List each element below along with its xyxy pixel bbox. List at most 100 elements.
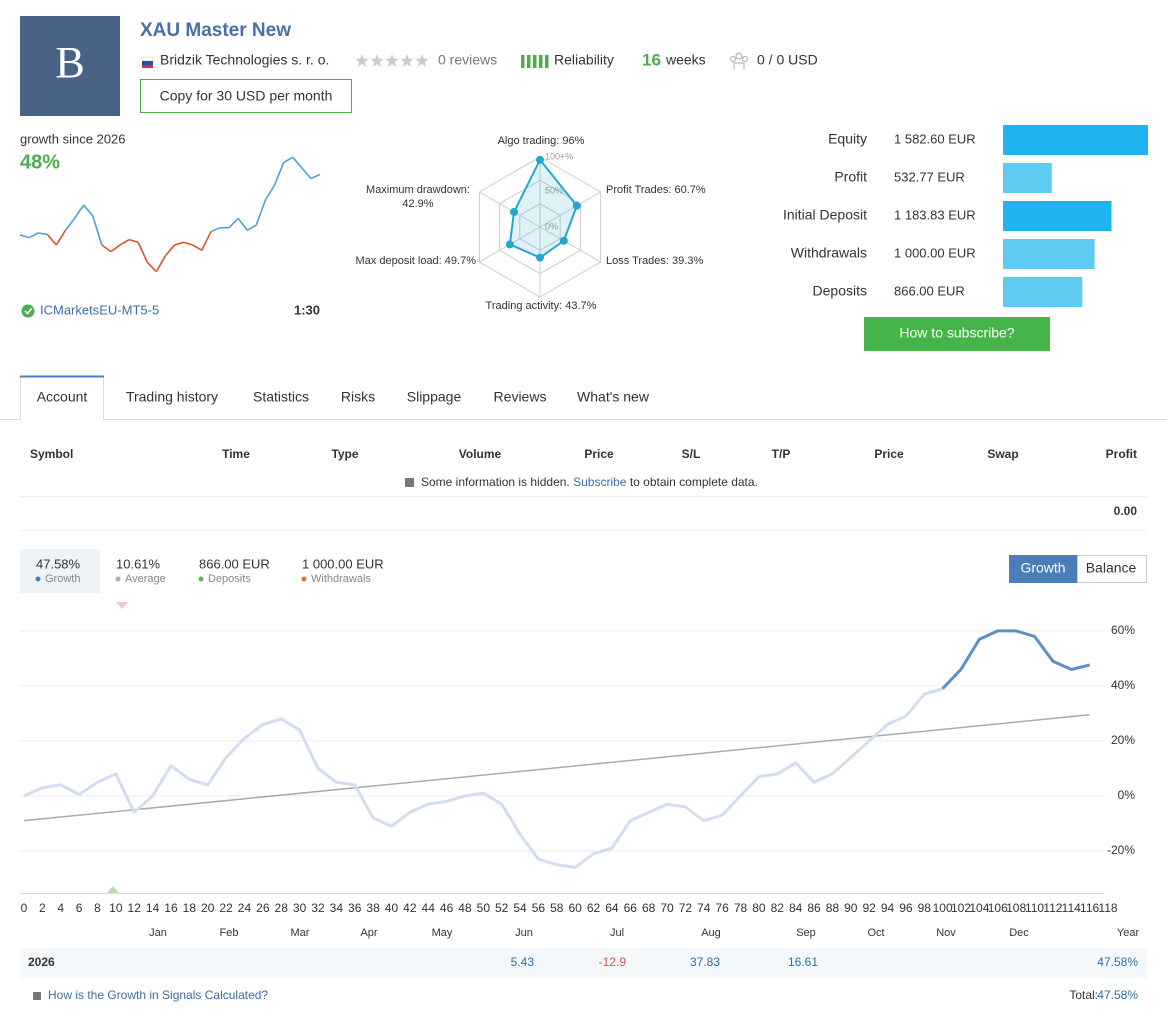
bar bbox=[1003, 277, 1083, 307]
star bbox=[415, 54, 429, 67]
bar-label: Withdrawals bbox=[791, 245, 867, 261]
stat-label: Growth bbox=[45, 573, 80, 585]
x-tick-label: 46 bbox=[440, 901, 454, 915]
y-tick-label: 0% bbox=[1118, 788, 1136, 802]
x-tick-label: 34 bbox=[330, 901, 344, 915]
radar-label-value: 49.7% bbox=[445, 255, 476, 267]
bar-label: Deposits bbox=[813, 283, 867, 299]
mini-line-segment bbox=[183, 241, 193, 246]
x-tick-label: 26 bbox=[256, 901, 270, 915]
growth-button[interactable] bbox=[1009, 555, 1077, 583]
copy-button[interactable] bbox=[140, 79, 352, 113]
bar-value-label: 532.77 EUR bbox=[894, 169, 965, 184]
month-growth: -12.9 bbox=[599, 955, 627, 969]
title[interactable]: XAU Master New bbox=[140, 20, 291, 41]
growth-line bbox=[941, 629, 1090, 690]
x-tick-label: 96 bbox=[899, 901, 913, 915]
radar-spoke bbox=[539, 226, 601, 263]
radar-spoke bbox=[479, 191, 541, 228]
radar-label-value: 43.7% bbox=[565, 300, 596, 312]
subscribe-button[interactable] bbox=[864, 317, 1050, 351]
balance-button[interactable] bbox=[1077, 555, 1147, 583]
mini-line-segment bbox=[55, 229, 67, 246]
stat-value: 47.58% bbox=[36, 556, 81, 571]
help-icon bbox=[33, 992, 41, 1000]
bar-label: Profit bbox=[834, 169, 867, 185]
stat-label: Deposits bbox=[208, 573, 251, 585]
x-tick-label: 72 bbox=[679, 901, 693, 915]
x-tick-label: 76 bbox=[715, 901, 729, 915]
month-label: Sep bbox=[796, 927, 816, 939]
bar bbox=[1003, 163, 1052, 193]
x-tick-label: 56 bbox=[532, 901, 546, 915]
copy-button-label[interactable]: Copy for 30 USD per month bbox=[160, 88, 333, 104]
bar-value-label: 1 183.83 EUR bbox=[894, 207, 976, 222]
mini-line-segment bbox=[273, 162, 285, 186]
note-link[interactable]: Subscribe bbox=[573, 475, 627, 489]
tab[interactable]: Reviews bbox=[494, 389, 547, 405]
mini-line-segment bbox=[264, 184, 276, 201]
reliability-bars bbox=[521, 55, 549, 68]
mini-line-segment bbox=[155, 255, 167, 272]
broker[interactable]: ICMarketsEU-MT5-5 bbox=[40, 302, 159, 317]
x-tick-label: 22 bbox=[219, 901, 233, 915]
tab[interactable]: What's new bbox=[577, 389, 650, 405]
month-growth: 37.83 bbox=[690, 955, 720, 969]
company[interactable]: Bridzik Technologies s. r. o. bbox=[160, 52, 329, 68]
x-tick-label: 114 bbox=[1062, 901, 1081, 915]
tab[interactable]: Trading history bbox=[126, 389, 218, 405]
x-tick-label: 64 bbox=[605, 901, 619, 915]
month-label: Feb bbox=[220, 927, 239, 939]
table-header: Symbol bbox=[30, 447, 73, 461]
leverage: 1:30 bbox=[294, 302, 320, 317]
balance-button-label[interactable]: Balance bbox=[1086, 560, 1137, 576]
month-growth: 5.43 bbox=[511, 955, 535, 969]
hidden-icon bbox=[405, 478, 414, 487]
verified-icon bbox=[21, 304, 35, 318]
mini-line-segment bbox=[174, 241, 184, 246]
x-tick-label: 118 bbox=[1098, 901, 1117, 915]
radar-label-name: Loss Trades: bbox=[606, 255, 669, 267]
radar-spoke bbox=[539, 191, 601, 228]
mini-line-segment bbox=[255, 199, 267, 226]
radar-point bbox=[505, 240, 514, 249]
growth-line bbox=[23, 687, 944, 869]
star bbox=[385, 54, 399, 67]
x-tick-label: 68 bbox=[642, 901, 656, 915]
star bbox=[370, 54, 384, 67]
subscribe-button-label[interactable]: How to subscribe? bbox=[899, 325, 1014, 341]
x-tick-label: 32 bbox=[311, 901, 325, 915]
reviews[interactable]: 0 reviews bbox=[438, 52, 497, 68]
mini-line-segment bbox=[64, 217, 76, 231]
tab[interactable]: Risks bbox=[341, 389, 375, 405]
mini-line-segment bbox=[192, 244, 203, 251]
radar-ring-label: 100+% bbox=[545, 151, 573, 161]
x-tick-label: 54 bbox=[513, 901, 527, 915]
month-label: Jan bbox=[149, 927, 167, 939]
x-tick-label: 104 bbox=[969, 901, 989, 915]
bar-value-label: 1 000.00 EUR bbox=[894, 245, 976, 260]
mini-line-segment bbox=[101, 244, 112, 253]
month-label: Jul bbox=[610, 927, 624, 939]
tab[interactable]: Slippage bbox=[407, 389, 462, 405]
stat-value: 10.61% bbox=[116, 556, 161, 571]
stat-active bbox=[20, 549, 100, 593]
tab[interactable]: Account bbox=[37, 389, 88, 405]
x-tick-label: 98 bbox=[918, 901, 932, 915]
month-label: May bbox=[432, 927, 453, 939]
growth-button-label[interactable]: Growth bbox=[1020, 560, 1065, 576]
stat-dot bbox=[301, 576, 307, 582]
note-end: to obtain complete data. bbox=[630, 475, 758, 489]
bar-value-label: 866.00 EUR bbox=[894, 283, 965, 298]
radar-label-name: Maximum drawdown: bbox=[366, 184, 470, 196]
radar-label-value: 96% bbox=[562, 135, 584, 147]
x-tick-label: 4 bbox=[57, 901, 64, 915]
table-header: Price bbox=[584, 447, 614, 461]
x-tick-label: 90 bbox=[844, 901, 858, 915]
bar bbox=[1003, 125, 1148, 155]
logo-letter: B bbox=[55, 38, 84, 87]
tab[interactable]: Statistics bbox=[253, 389, 309, 405]
table-header: T/P bbox=[772, 447, 791, 461]
x-tick-label: 108 bbox=[1006, 901, 1026, 915]
help-link[interactable]: How is the Growth in Signals Calculated? bbox=[48, 988, 268, 1002]
